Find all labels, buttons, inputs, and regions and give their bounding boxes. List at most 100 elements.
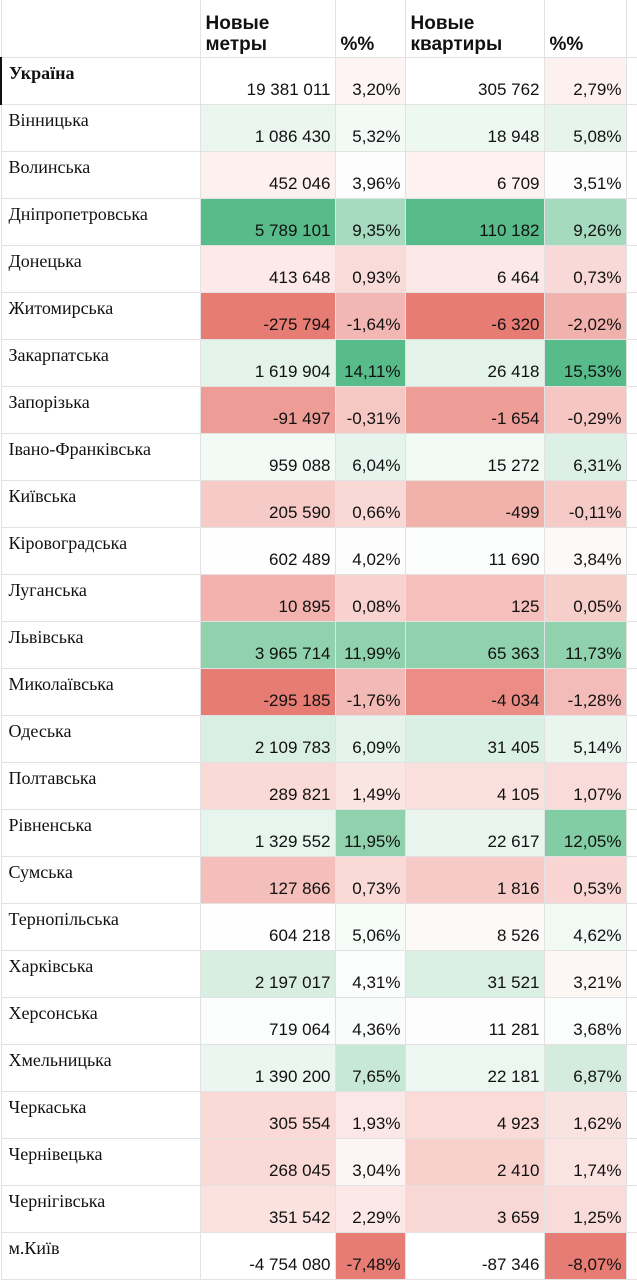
spare-cell — [626, 57, 637, 105]
table-row: Херсонська 719 064 4,36% 11 281 3,68% — [0, 997, 637, 1045]
new-flats-cell: 4 923 — [405, 1091, 545, 1139]
region-name-cell: Херсонська — [0, 997, 201, 1045]
table-row: Запорізька -91 497 -0,31% -1 654 -0,29% — [0, 386, 637, 434]
new-meters-cell: -91 497 — [200, 386, 336, 434]
flats-percent-cell: 11,73% — [544, 621, 627, 669]
flats-percent-cell: 3,84% — [544, 527, 627, 575]
table-row: Рівненська 1 329 552 11,95% 22 617 12,05% — [0, 809, 637, 857]
flats-percent-cell: -0,29% — [544, 386, 627, 434]
flats-percent-cell: 1,07% — [544, 762, 627, 810]
region-name-cell: Кіровоградська — [0, 527, 201, 575]
spare-cell — [626, 762, 637, 810]
meters-percent-cell: 4,31% — [335, 950, 406, 998]
region-name-cell: Львівська — [0, 621, 201, 669]
new-meters-cell: 268 045 — [200, 1138, 336, 1186]
spare-cell — [626, 245, 637, 293]
new-meters-cell: 127 866 — [200, 856, 336, 904]
spare-cell — [626, 527, 637, 575]
new-flats-cell: 125 — [405, 574, 545, 622]
region-name-cell: Житомирська — [0, 292, 201, 340]
table-row: м.Київ -4 754 080 -7,48% -87 346 -8,07% — [0, 1232, 637, 1280]
new-flats-cell: 1 816 — [405, 856, 545, 904]
new-meters-cell: 351 542 — [200, 1185, 336, 1233]
new-meters-cell: 3 965 714 — [200, 621, 336, 669]
header-spare-column — [626, 0, 637, 58]
table-row: Одеська 2 109 783 6,09% 31 405 5,14% — [0, 715, 637, 763]
region-name-cell: Тернопільська — [0, 903, 201, 951]
new-flats-cell: 4 105 — [405, 762, 545, 810]
new-meters-cell: 1 329 552 — [200, 809, 336, 857]
spare-cell — [626, 856, 637, 904]
table-row: Дніпропетровська 5 789 101 9,35% 110 182 9,2… — [0, 198, 637, 246]
new-flats-cell: -6 320 — [405, 292, 545, 340]
spare-cell — [626, 386, 637, 434]
new-flats-cell: 3 659 — [405, 1185, 545, 1233]
new-meters-cell: 604 218 — [200, 903, 336, 951]
flats-percent-cell: 0,05% — [544, 574, 627, 622]
spare-cell — [626, 809, 637, 857]
flats-percent-cell: 2,79% — [544, 57, 627, 105]
spare-cell — [626, 1044, 637, 1092]
meters-percent-cell: 4,02% — [335, 527, 406, 575]
meters-percent-cell: 3,96% — [335, 151, 406, 199]
table-row: Закарпатська 1 619 904 14,11% 26 418 15,53% — [0, 339, 637, 387]
flats-percent-cell: 15,53% — [544, 339, 627, 387]
table-row: Волинська 452 046 3,96% 6 709 3,51% — [0, 151, 637, 199]
region-name-cell: Одеська — [0, 715, 201, 763]
flats-percent-cell: 1,74% — [544, 1138, 627, 1186]
region-name-cell: Черкаська — [0, 1091, 201, 1139]
new-flats-cell: 305 762 — [405, 57, 545, 105]
spare-cell — [626, 292, 637, 340]
region-name-cell: Полтавська — [0, 762, 201, 810]
region-name-cell: Київська — [0, 480, 201, 528]
flats-percent-cell: 1,62% — [544, 1091, 627, 1139]
spare-cell — [626, 1091, 637, 1139]
new-flats-cell: 22 617 — [405, 809, 545, 857]
spare-cell — [626, 997, 637, 1045]
new-meters-cell: 959 088 — [200, 433, 336, 481]
spare-cell — [626, 433, 637, 481]
meters-percent-cell: -7,48% — [335, 1232, 406, 1280]
flats-percent-cell: 4,62% — [544, 903, 627, 951]
flats-percent-cell: 3,51% — [544, 151, 627, 199]
region-name-cell: Чернігівська — [0, 1185, 201, 1233]
spare-cell — [626, 950, 637, 998]
table-row: Хмельницька 1 390 200 7,65% 22 181 6,87% — [0, 1044, 637, 1092]
new-flats-cell: 11 690 — [405, 527, 545, 575]
table-row: Черкаська 305 554 1,93% 4 923 1,62% — [0, 1091, 637, 1139]
meters-percent-cell: -0,31% — [335, 386, 406, 434]
new-flats-cell: 31 405 — [405, 715, 545, 763]
spare-cell — [626, 198, 637, 246]
new-flats-cell: 26 418 — [405, 339, 545, 387]
new-flats-cell: 22 181 — [405, 1044, 545, 1092]
table-row: Україна 19 381 011 3,20% 305 762 2,79% — [0, 57, 637, 105]
new-flats-cell: 11 281 — [405, 997, 545, 1045]
new-flats-cell: -4 034 — [405, 668, 545, 716]
flats-percent-cell: 0,73% — [544, 245, 627, 293]
new-flats-cell: 8 526 — [405, 903, 545, 951]
header-region — [0, 0, 201, 58]
header-new-flats: Новые квартиры — [405, 0, 545, 58]
flats-percent-cell: 6,31% — [544, 433, 627, 481]
meters-percent-cell: 3,04% — [335, 1138, 406, 1186]
spare-cell — [626, 104, 637, 152]
meters-percent-cell: 11,99% — [335, 621, 406, 669]
new-meters-cell: 19 381 011 — [200, 57, 336, 105]
meters-percent-cell: 0,08% — [335, 574, 406, 622]
region-name-cell: Запорізька — [0, 386, 201, 434]
header-new-meters: Новые метры — [200, 0, 336, 58]
table-body: Україна 19 381 011 3,20% 305 762 2,79% Вінниц… — [0, 57, 637, 1280]
spare-cell — [626, 715, 637, 763]
flats-percent-cell: 3,68% — [544, 997, 627, 1045]
region-name-cell: Сумська — [0, 856, 201, 904]
meters-percent-cell: 0,93% — [335, 245, 406, 293]
table-row: Київська 205 590 0,66% -499 -0,11% — [0, 480, 637, 528]
flats-percent-cell: 1,25% — [544, 1185, 627, 1233]
table-row: Вінницька 1 086 430 5,32% 18 948 5,08% — [0, 104, 637, 152]
spare-cell — [626, 1138, 637, 1186]
flats-percent-cell: -0,11% — [544, 480, 627, 528]
meters-percent-cell: 3,20% — [335, 57, 406, 105]
region-name-cell: Донецька — [0, 245, 201, 293]
spare-cell — [626, 339, 637, 387]
